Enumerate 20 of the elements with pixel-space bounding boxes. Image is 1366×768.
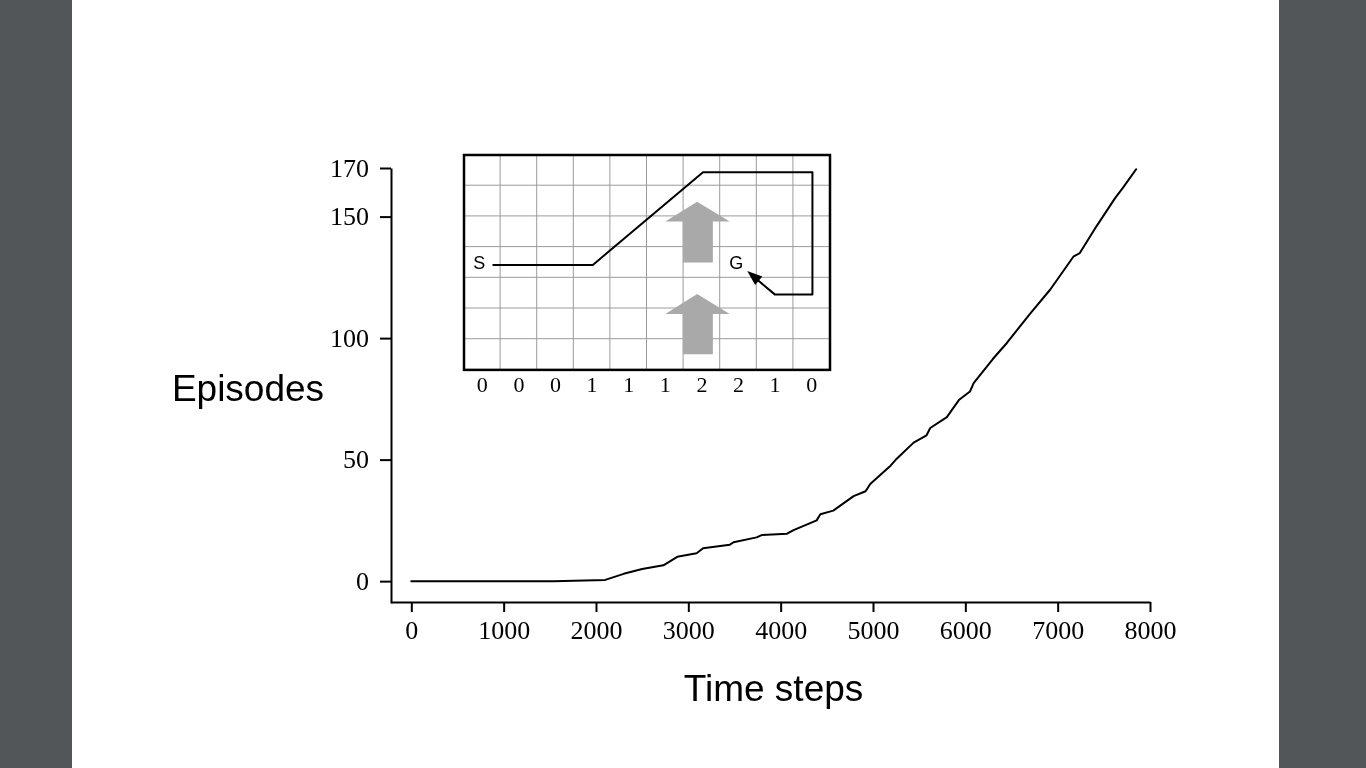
annotation: S [473,252,486,273]
x-tick-label: 4000 [755,616,808,646]
x-tick-label: 0 [405,616,419,646]
x-tick-label: 8000 [1124,616,1177,646]
y-tick-label: 50 [343,445,369,475]
y-tick-label: 170 [330,153,369,183]
y-tick-label: 100 [330,323,369,353]
x-tick-label: 6000 [939,616,992,646]
y-tick-label: 0 [356,566,369,596]
x-axis-title: Time steps [683,668,864,709]
x-tick-label: 1000 [478,616,531,646]
line-series [410,168,1138,583]
x-tick-label: 2000 [570,616,623,646]
x-tick-label: 3000 [662,616,715,646]
x-tick-label: 5000 [847,616,900,646]
annotation: G [729,252,744,273]
annotation: 0 0 0 1 1 1 2 2 1 0 [476,371,828,397]
y-axis-title: Episodes [171,367,325,409]
y-tick-label: 150 [330,202,369,232]
x-tick-label: 7000 [1032,616,1085,646]
